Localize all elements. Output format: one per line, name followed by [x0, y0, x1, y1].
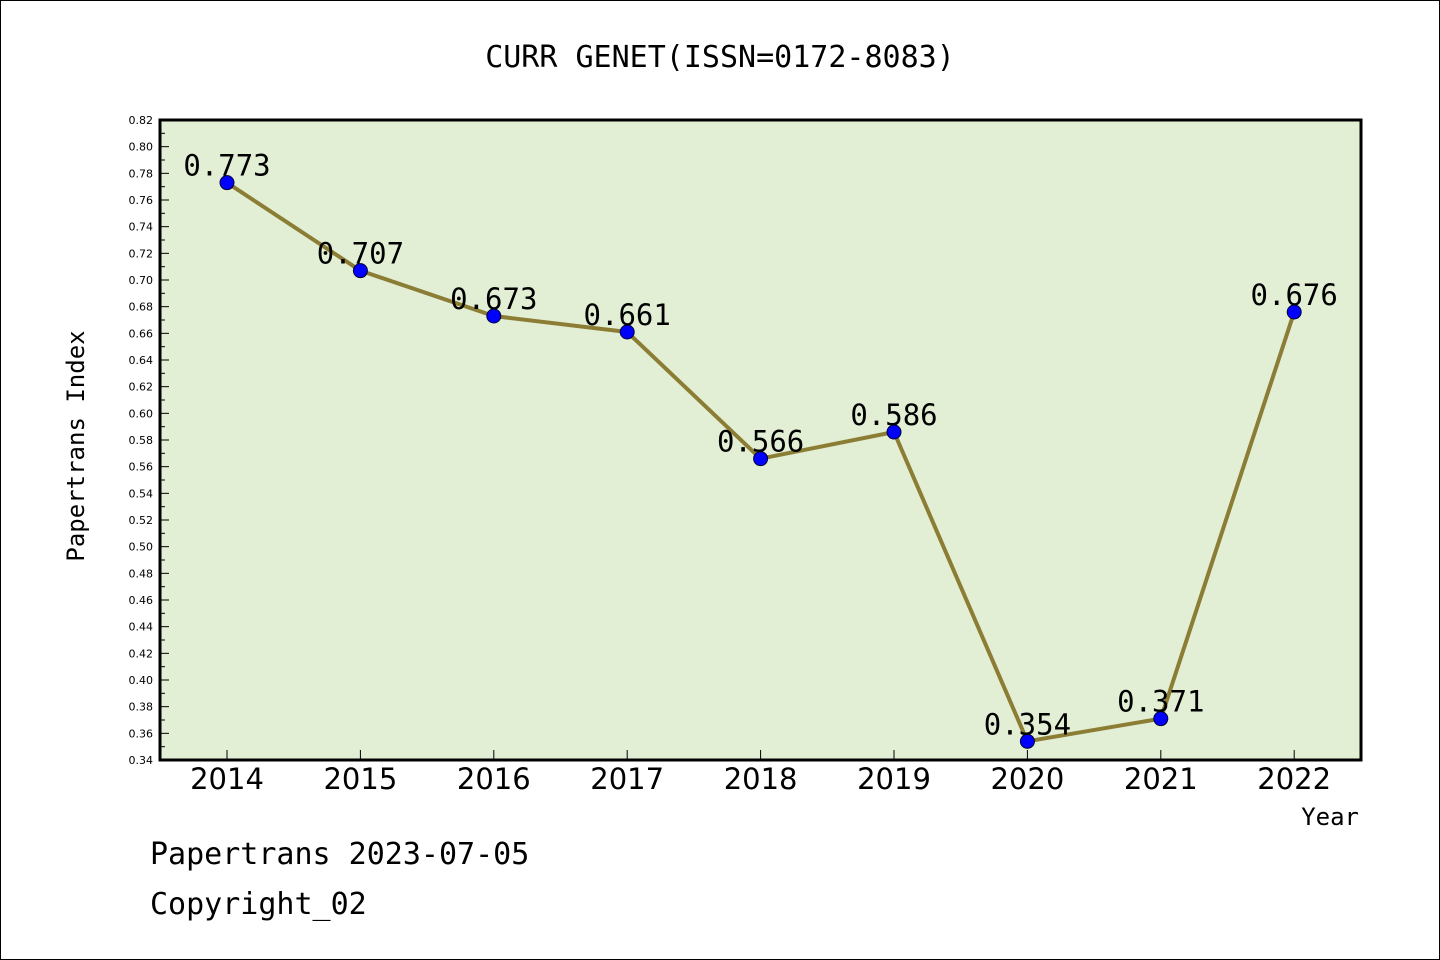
x-tick-label: 2019 [857, 762, 931, 796]
data-label: 0.676 [1251, 278, 1338, 312]
chart-title: CURR GENET(ISSN=0172-8083) [485, 40, 955, 75]
y-tick-label: 0.54 [129, 487, 154, 500]
y-tick-label: 0.62 [129, 381, 154, 394]
series-group [219, 175, 1302, 749]
y-tick-label: 0.66 [129, 327, 154, 340]
y-tick-label: 0.40 [129, 674, 154, 687]
footer-copyright: Copyright_02 [150, 887, 367, 922]
y-tick-label: 0.60 [129, 407, 154, 420]
x-axis: 2014 2015 2016 2017 2018 2019 2020 2021 2022 [190, 750, 1331, 796]
x-tick-label: 2018 [724, 762, 798, 796]
y-tick-label: 0.64 [129, 354, 154, 367]
y-tick-label: 0.58 [129, 434, 154, 447]
data-point [1286, 304, 1302, 320]
y-tick-label: 0.52 [129, 514, 154, 527]
data-point [886, 424, 902, 440]
y-tick-label: 0.74 [129, 221, 154, 234]
data-label: 0.371 [1117, 685, 1204, 719]
x-tick-label: 2015 [323, 762, 397, 796]
y-tick-label: 0.76 [129, 194, 154, 207]
footer-date: Papertrans 2023-07-05 [150, 837, 529, 872]
y-tick-label: 0.70 [129, 274, 154, 287]
data-point [619, 324, 635, 340]
x-tick-label: 2022 [1257, 762, 1331, 796]
data-point [1019, 733, 1035, 749]
data-labels: 0.773 0.707 0.673 0.661 0.566 0.586 0.354 0.371… [183, 149, 1338, 742]
data-label: 0.773 [183, 149, 270, 183]
y-tick-label: 0.68 [129, 301, 154, 314]
data-label: 0.354 [984, 707, 1071, 741]
y-tick-label: 0.56 [129, 461, 154, 474]
data-point [753, 451, 769, 467]
data-point [352, 263, 368, 279]
x-axis-label: Year [1301, 803, 1359, 831]
y-tick-label: 0.34 [129, 754, 154, 767]
x-tick-label: 2021 [1124, 762, 1198, 796]
y-tick-label: 0.42 [129, 647, 154, 660]
data-label: 0.673 [450, 282, 537, 316]
data-label: 0.661 [584, 298, 671, 332]
y-tick-label: 0.82 [129, 114, 154, 127]
x-tick-label: 2016 [457, 762, 531, 796]
data-point [486, 308, 502, 324]
y-tick-label: 0.46 [129, 594, 154, 607]
data-point [1153, 711, 1169, 727]
data-point [219, 175, 235, 191]
plot-area [158, 118, 1363, 762]
y-tick-label: 0.80 [129, 141, 154, 154]
x-tick-label: 2020 [990, 762, 1064, 796]
data-label: 0.586 [850, 398, 937, 432]
y-tick-label: 0.50 [129, 541, 154, 554]
y-tick-label: 0.78 [129, 167, 154, 180]
y-tick-label: 0.48 [129, 567, 154, 580]
x-tick-label: 2014 [190, 762, 264, 796]
data-label: 0.707 [317, 237, 404, 271]
data-label: 0.566 [717, 425, 804, 459]
y-tick-label: 0.36 [129, 727, 154, 740]
x-tick-label: 2017 [590, 762, 664, 796]
y-tick-label: 0.72 [129, 247, 154, 260]
y-axis: 0.34 0.36 0.38 0.40 0.42 0.44 0.46 0.48 0.50 0.52… [129, 114, 169, 767]
y-tick-label: 0.44 [129, 621, 154, 634]
y-axis-label: Papertrans Index [62, 330, 90, 561]
y-tick-label: 0.38 [129, 701, 154, 714]
